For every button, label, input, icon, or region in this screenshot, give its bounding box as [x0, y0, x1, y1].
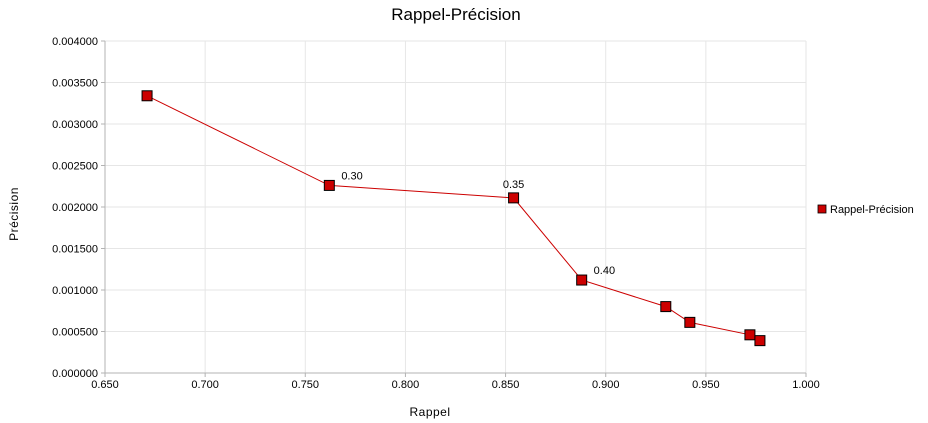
- series-line: [146, 95, 761, 342]
- y-tick-label: 0.000500: [52, 327, 98, 339]
- data-point-marker: [323, 179, 335, 191]
- y-axis-label: Précision: [7, 187, 21, 241]
- data-point-marker: [508, 192, 520, 204]
- data-label: 0.30: [341, 170, 362, 182]
- x-tick-label: 0.900: [592, 379, 620, 391]
- data-point-marker: [684, 316, 696, 328]
- x-tick-label: 0.700: [191, 379, 219, 391]
- y-tick-label: 0.001000: [52, 285, 98, 297]
- x-tick-label: 0.850: [492, 379, 520, 391]
- x-axis-label: Rappel: [409, 405, 450, 419]
- y-tick-label: 0.002500: [52, 161, 98, 173]
- y-tick-label: 0.004000: [52, 36, 98, 48]
- data-point-marker: [754, 335, 766, 347]
- grid: [104, 40, 807, 374]
- data-label: 0.40: [594, 265, 615, 277]
- y-tick-label: 0.003000: [52, 119, 98, 131]
- axes: 0.650 0.700 0.750 0.800 0.850 0.900 0.950 1.000…: [52, 36, 820, 391]
- data-point-marker: [660, 301, 672, 313]
- data-point-marker: [576, 274, 588, 286]
- data-point-marker: [744, 329, 756, 341]
- legend-marker: [817, 204, 827, 214]
- data-point-marker: [141, 90, 153, 102]
- x-tick-label: 1.000: [792, 379, 820, 391]
- legend-entry: Rappel-Précision: [830, 204, 914, 216]
- chart-title: Rappel-Précision: [391, 5, 520, 24]
- y-tick-label: 0.002000: [52, 202, 98, 214]
- data-label: 0.35: [503, 179, 524, 191]
- x-tick-label: 0.650: [91, 379, 119, 391]
- y-tick-label: 0.001500: [52, 244, 98, 256]
- x-tick-label: 0.750: [292, 379, 320, 391]
- legend: Rappel-Précision: [817, 204, 914, 216]
- x-tick-label: 0.950: [692, 379, 720, 391]
- x-tick-label: 0.800: [392, 379, 420, 391]
- series-rappel-precision: 0.30 0.35 0.40: [141, 90, 766, 347]
- y-tick-label: 0.000000: [52, 368, 98, 380]
- y-tick-label: 0.003500: [52, 78, 98, 90]
